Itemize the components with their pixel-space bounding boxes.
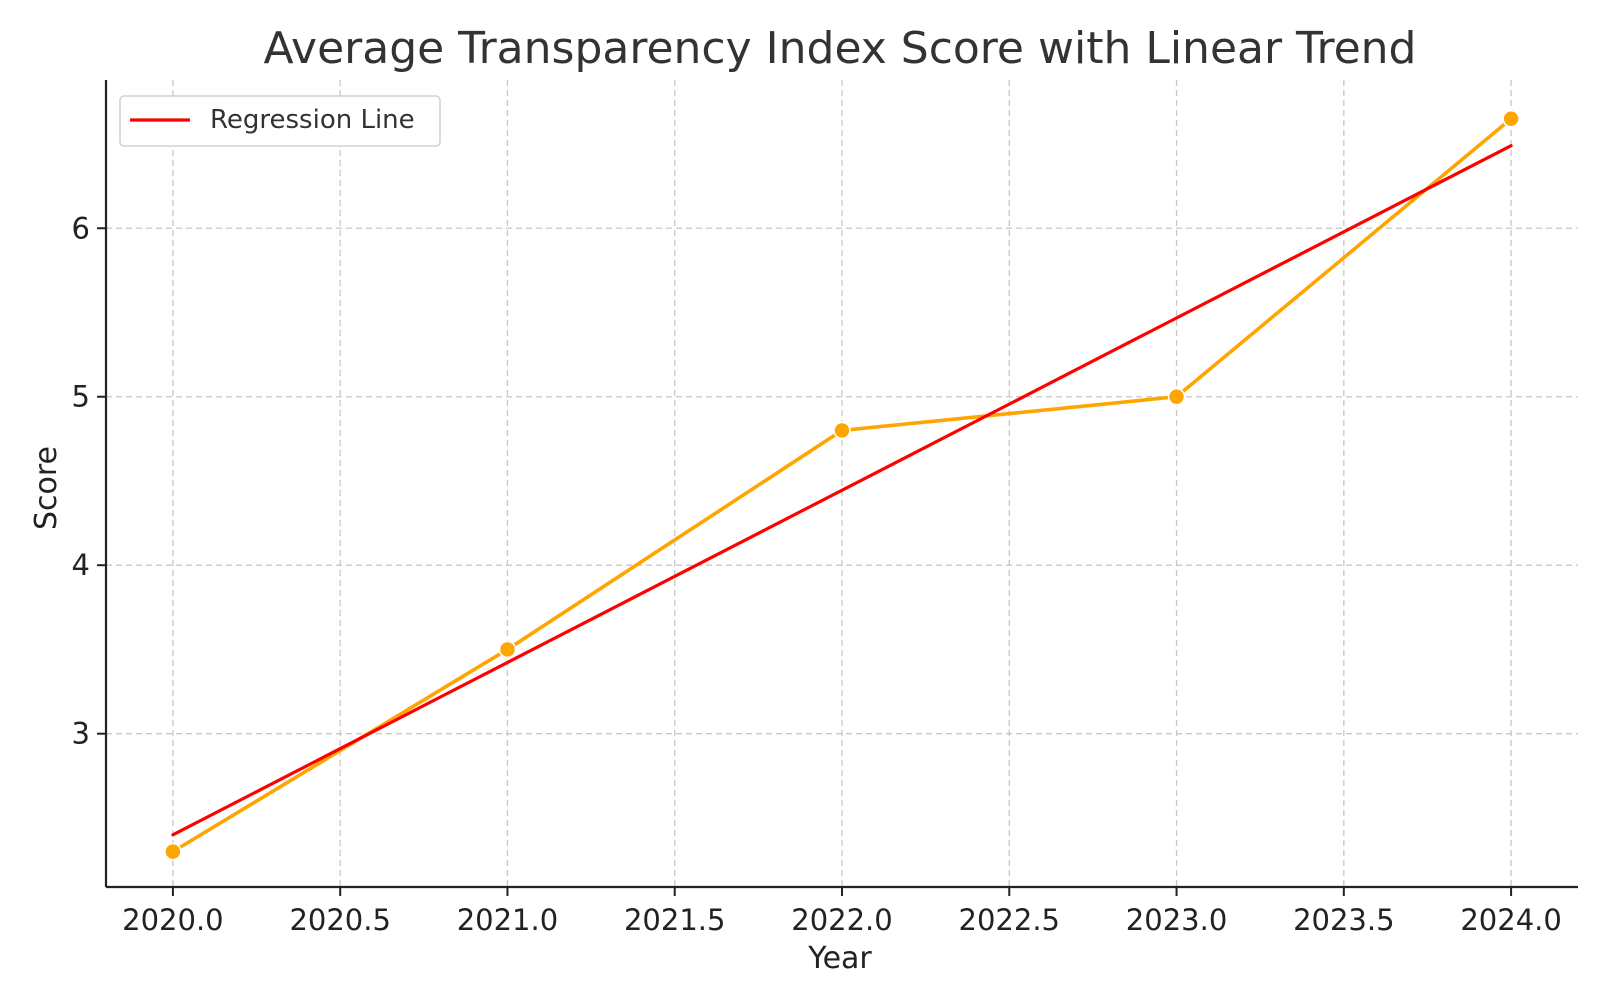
regression-line — [171, 144, 1513, 837]
grid — [106, 80, 1578, 887]
legend-box — [119, 95, 441, 147]
legend: Regression Line — [119, 95, 441, 147]
x-tick-label: 2023.0 — [1126, 903, 1227, 937]
series — [164, 109, 1520, 861]
y-tick-label: 4 — [72, 548, 90, 582]
y-axis-label: Score — [29, 446, 64, 530]
score-data-point — [1502, 109, 1520, 128]
score-data-point — [498, 640, 517, 659]
x-tick-label: 2022.5 — [959, 903, 1060, 937]
score-data-point — [833, 421, 851, 440]
y-tick-label: 6 — [72, 211, 90, 245]
x-tick-label: 2024.0 — [1460, 903, 1561, 937]
score-data-point — [1167, 387, 1186, 406]
y-tick-label: 3 — [72, 717, 90, 751]
score-data-point — [164, 842, 182, 861]
y-tick-label: 5 — [72, 380, 90, 414]
chart-title: Average Transparency Index Score with Li… — [264, 23, 1417, 74]
tick-labels: 2020.0 2020.5 2021.0 2021.5 2022.0 2022.5 2023… — [72, 211, 1562, 937]
legend-label-regression: Regression Line — [210, 105, 415, 135]
x-tick-label: 2021.0 — [457, 903, 558, 937]
x-tick-label: 2022.0 — [791, 903, 892, 937]
x-tick-label: 2020.0 — [122, 903, 223, 937]
x-tick-label: 2021.5 — [624, 903, 725, 937]
x-axis-label: Year — [807, 941, 872, 976]
axes — [97, 80, 1578, 896]
x-tick-label: 2023.5 — [1293, 903, 1394, 937]
x-tick-label: 2020.5 — [289, 903, 390, 937]
